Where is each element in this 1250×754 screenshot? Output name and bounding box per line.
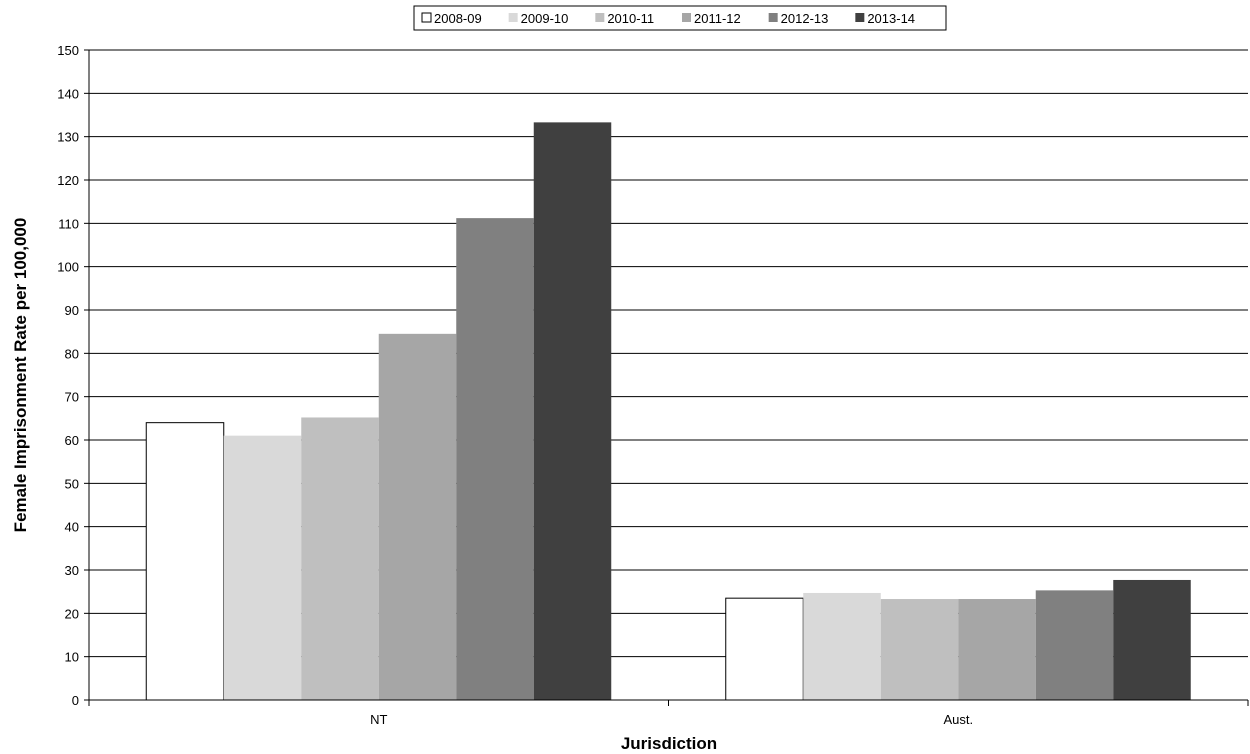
y-tick-label: 10: [65, 650, 79, 665]
legend-label: 2013-14: [867, 11, 915, 26]
y-tick-label: 20: [65, 606, 79, 621]
y-tick-label: 60: [65, 433, 79, 448]
bars: [145, 122, 1191, 701]
legend-swatch: [595, 13, 605, 22]
bar: [145, 422, 225, 701]
y-tick-label: 120: [57, 173, 79, 188]
y-tick-label: 110: [58, 216, 79, 231]
bar: [456, 218, 534, 700]
bar: [223, 435, 302, 700]
axes: [84, 49, 1249, 706]
y-tick-label: 130: [57, 130, 79, 145]
bar: [1035, 590, 1114, 700]
bar: [1113, 579, 1191, 700]
y-tick-label: 100: [57, 260, 79, 275]
y-tick-label: 150: [57, 43, 79, 58]
bar: [725, 597, 804, 701]
legend-swatch: [508, 13, 518, 22]
y-tick-label: 50: [65, 476, 79, 491]
legend-label: 2009-10: [521, 11, 569, 26]
x-axis-title: Jurisdiction: [621, 734, 717, 753]
y-tick-label: 70: [65, 390, 79, 405]
bar: [533, 122, 612, 700]
legend: 2008-09 2009-10 2010-11 2011-12 2012-13 2013-…: [413, 5, 947, 31]
y-tick-label: 140: [57, 86, 79, 101]
bar: [301, 417, 379, 700]
legend-box: [413, 5, 947, 31]
legend-swatch: [768, 13, 778, 22]
y-tick-label: 0: [72, 693, 79, 708]
y-tick-label: 80: [65, 346, 79, 361]
legend-swatch: [855, 13, 865, 22]
legend-label: 2011-12: [694, 11, 741, 26]
legend-swatch: [421, 12, 432, 23]
bar: [378, 333, 457, 700]
bar: [958, 599, 1036, 700]
bar: [880, 599, 959, 700]
legend-label: 2012-13: [781, 11, 829, 26]
legend-label: 2010-11: [607, 11, 654, 26]
y-tick-label: 40: [65, 520, 79, 535]
legend-swatch: [682, 13, 691, 22]
legend-label: 2008-09: [434, 11, 482, 26]
x-tick-label: Aust.: [943, 712, 973, 727]
y-axis-title: Female Imprisonment Rate per 100,000: [11, 218, 30, 533]
x-tick-labels: NT Aust.: [370, 712, 973, 727]
bar: [803, 592, 881, 700]
y-tick-label: 90: [65, 303, 79, 318]
y-tick-labels: 0 10 20 30 40 50 60 70 80 90 100 110 120 130 140 150: [57, 43, 79, 708]
x-tick-label: NT: [370, 712, 387, 727]
y-tick-label: 30: [65, 563, 79, 578]
